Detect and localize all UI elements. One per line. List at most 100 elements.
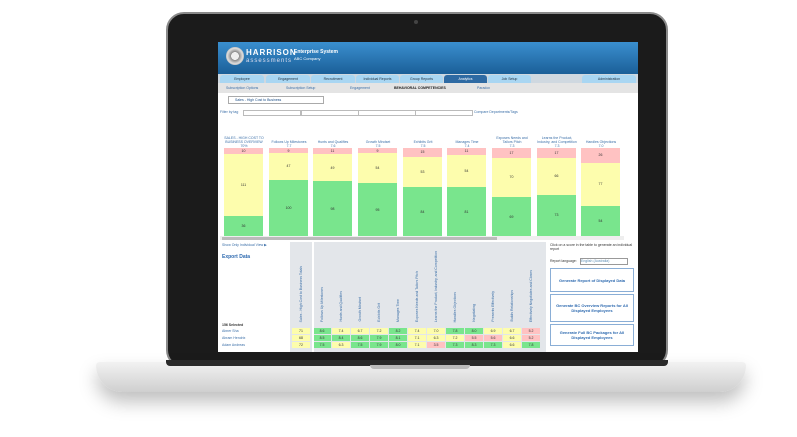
tag-filter-3[interactable] <box>358 110 416 116</box>
score-cell[interactable]: 5.2 <box>522 328 540 334</box>
bar-segment-red[interactable]: 11 <box>447 148 486 155</box>
column-header[interactable]: Sales - High Cost to Business Totals <box>292 242 311 324</box>
competency-bar[interactable]: 11 49 98 <box>313 148 352 236</box>
bar-segment-yellow[interactable]: 49 <box>313 154 352 182</box>
tab-job-setup[interactable]: Job Setup <box>488 75 531 83</box>
score-cell[interactable]: 6.3 <box>427 335 445 341</box>
subnav-2[interactable]: Engagement <box>350 86 370 90</box>
column-header[interactable]: Follows Up Milestones <box>313 242 332 324</box>
bar-segment-green[interactable]: 54 <box>581 205 620 236</box>
bar-segment-yellow[interactable]: 47 <box>269 153 308 180</box>
competency-bar[interactable]: 17 66 73 <box>537 148 576 236</box>
score-cell[interactable]: 7.2 <box>446 335 464 341</box>
bar-segment-red[interactable]: 15 <box>403 148 442 157</box>
bar-segment-yellow[interactable]: 53 <box>403 156 442 188</box>
tag-filter-1[interactable] <box>243 110 301 116</box>
score-cell[interactable]: 3.5 <box>427 342 445 348</box>
bar-segment-yellow[interactable]: 77 <box>581 162 620 206</box>
score-cell[interactable]: 72 <box>292 342 310 348</box>
score-cell[interactable]: 5.6 <box>484 335 502 341</box>
bar-segment-yellow[interactable]: 54 <box>447 154 486 188</box>
score-cell[interactable]: 8.0 <box>389 342 407 348</box>
score-cell[interactable]: 7.9 <box>370 335 388 341</box>
score-cell[interactable]: 6.9 <box>484 328 502 334</box>
bar-segment-green[interactable]: 95 <box>358 183 397 236</box>
competency-bar[interactable]: 10 111 36 <box>224 148 263 236</box>
score-cell[interactable]: 7.1 <box>408 335 426 341</box>
score-cell[interactable]: 8.1 <box>389 335 407 341</box>
column-header[interactable]: Learns the Product, Industry, and Compet… <box>427 242 446 324</box>
compare-link[interactable]: Compare Departments/Tags <box>474 110 518 114</box>
tag-filter-4[interactable] <box>415 110 473 116</box>
competency-bar[interactable]: 26 77 54 <box>581 148 620 236</box>
column-header[interactable]: Manages Time <box>389 242 408 324</box>
job-select[interactable]: Sales - High Cost to Business <box>228 96 324 104</box>
tab-recruitment[interactable]: Recruitment <box>311 75 355 83</box>
column-header[interactable]: Effectively Negotiates and Closes <box>522 242 541 324</box>
bar-segment-red[interactable]: 26 <box>581 148 620 163</box>
score-cell[interactable]: 7.4 <box>408 328 426 334</box>
bar-segment-green[interactable]: 98 <box>313 181 352 236</box>
competency-bar[interactable]: 9 54 95 <box>358 148 397 236</box>
bar-segment-red[interactable]: 17 <box>537 148 576 158</box>
subnav-4[interactable]: Paradox <box>477 86 491 90</box>
bar-segment-red[interactable]: 17 <box>492 148 531 158</box>
competency-bar[interactable]: 11 54 81 <box>447 148 486 236</box>
score-cell[interactable]: 7.8 <box>522 342 540 348</box>
score-cell[interactable]: 6.3 <box>332 342 350 348</box>
score-cell[interactable]: 7.5 <box>313 342 331 348</box>
score-cell[interactable]: 7.8 <box>446 328 464 334</box>
score-cell[interactable]: 7.1 <box>408 342 426 348</box>
bar-segment-green[interactable]: 84 <box>403 187 442 236</box>
scrollbar-thumb[interactable] <box>222 236 497 240</box>
score-cell[interactable]: 71 <box>292 328 310 334</box>
score-cell[interactable]: 6.7 <box>351 328 369 334</box>
bar-segment-yellow[interactable]: 66 <box>537 157 576 195</box>
score-cell[interactable]: 8.0 <box>465 328 483 334</box>
score-cell[interactable]: 8.3 <box>465 342 483 348</box>
score-cell[interactable]: 6.6 <box>503 342 521 348</box>
bar-segment-yellow[interactable]: 111 <box>224 153 263 216</box>
score-cell[interactable]: 5.5 <box>465 335 483 341</box>
score-cell[interactable]: 6.7 <box>503 328 521 334</box>
individual-view-link[interactable]: Show Only Individual View ▶ <box>222 243 267 247</box>
column-header[interactable]: Presents Effectively <box>484 242 503 324</box>
score-cell[interactable]: 7.3 <box>446 342 464 348</box>
score-cell[interactable]: 6.6 <box>503 335 521 341</box>
column-header[interactable]: Builds Relationships <box>503 242 522 324</box>
subnav-3[interactable]: BEHAVIORAL COMPETENCIES <box>394 86 446 90</box>
bar-segment-yellow[interactable]: 70 <box>492 157 531 198</box>
generate-full-packages-button[interactable]: Generate Full BC Packages for All Displa… <box>550 324 634 346</box>
column-header[interactable]: Growth Mindset <box>351 242 370 324</box>
score-cell[interactable]: 68 <box>292 335 310 341</box>
score-cell[interactable]: 7.2 <box>370 328 388 334</box>
score-cell[interactable]: 8.6 <box>351 335 369 341</box>
competency-bar[interactable]: 9 47 100 <box>269 148 308 236</box>
score-cell[interactable]: 5.2 <box>522 335 540 341</box>
score-cell[interactable]: 8.6 <box>313 328 331 334</box>
column-header[interactable]: Handles Objections <box>446 242 465 324</box>
employee-name[interactable]: Abram Hendrix <box>222 336 246 340</box>
score-cell[interactable]: 7.5 <box>351 342 369 348</box>
score-cell[interactable]: 7.4 <box>332 328 350 334</box>
language-select[interactable]: English (Australia) <box>580 258 628 265</box>
tab-engagement[interactable]: Engagement <box>266 75 310 83</box>
score-cell[interactable]: 8.5 <box>313 335 331 341</box>
tab-administration[interactable]: Administration <box>582 75 636 83</box>
tab-employee[interactable]: Employee <box>220 75 264 83</box>
bar-segment-green[interactable]: 69 <box>492 197 531 236</box>
bar-segment-red[interactable]: 9 <box>358 148 397 153</box>
subnav-1[interactable]: Subscription Setup <box>286 86 316 90</box>
subnav-0[interactable]: Subscription Options <box>226 86 259 90</box>
competency-bar[interactable]: 17 70 69 <box>492 148 531 236</box>
column-header[interactable]: Negotiating <box>465 242 484 324</box>
export-data-link[interactable]: Export Data <box>222 254 251 260</box>
tab-analytics[interactable]: Analytics <box>444 75 487 83</box>
bar-segment-green[interactable]: 73 <box>537 194 576 236</box>
bar-segment-yellow[interactable]: 54 <box>358 153 397 184</box>
score-cell[interactable]: 7.9 <box>370 342 388 348</box>
competency-bar[interactable]: 15 53 84 <box>403 148 442 236</box>
employee-name[interactable]: Abner Sha <box>222 329 239 333</box>
bar-segment-red[interactable]: 9 <box>269 148 308 154</box>
generate-displayed-report-button[interactable]: Generate Report of Displayed Data <box>550 268 634 292</box>
